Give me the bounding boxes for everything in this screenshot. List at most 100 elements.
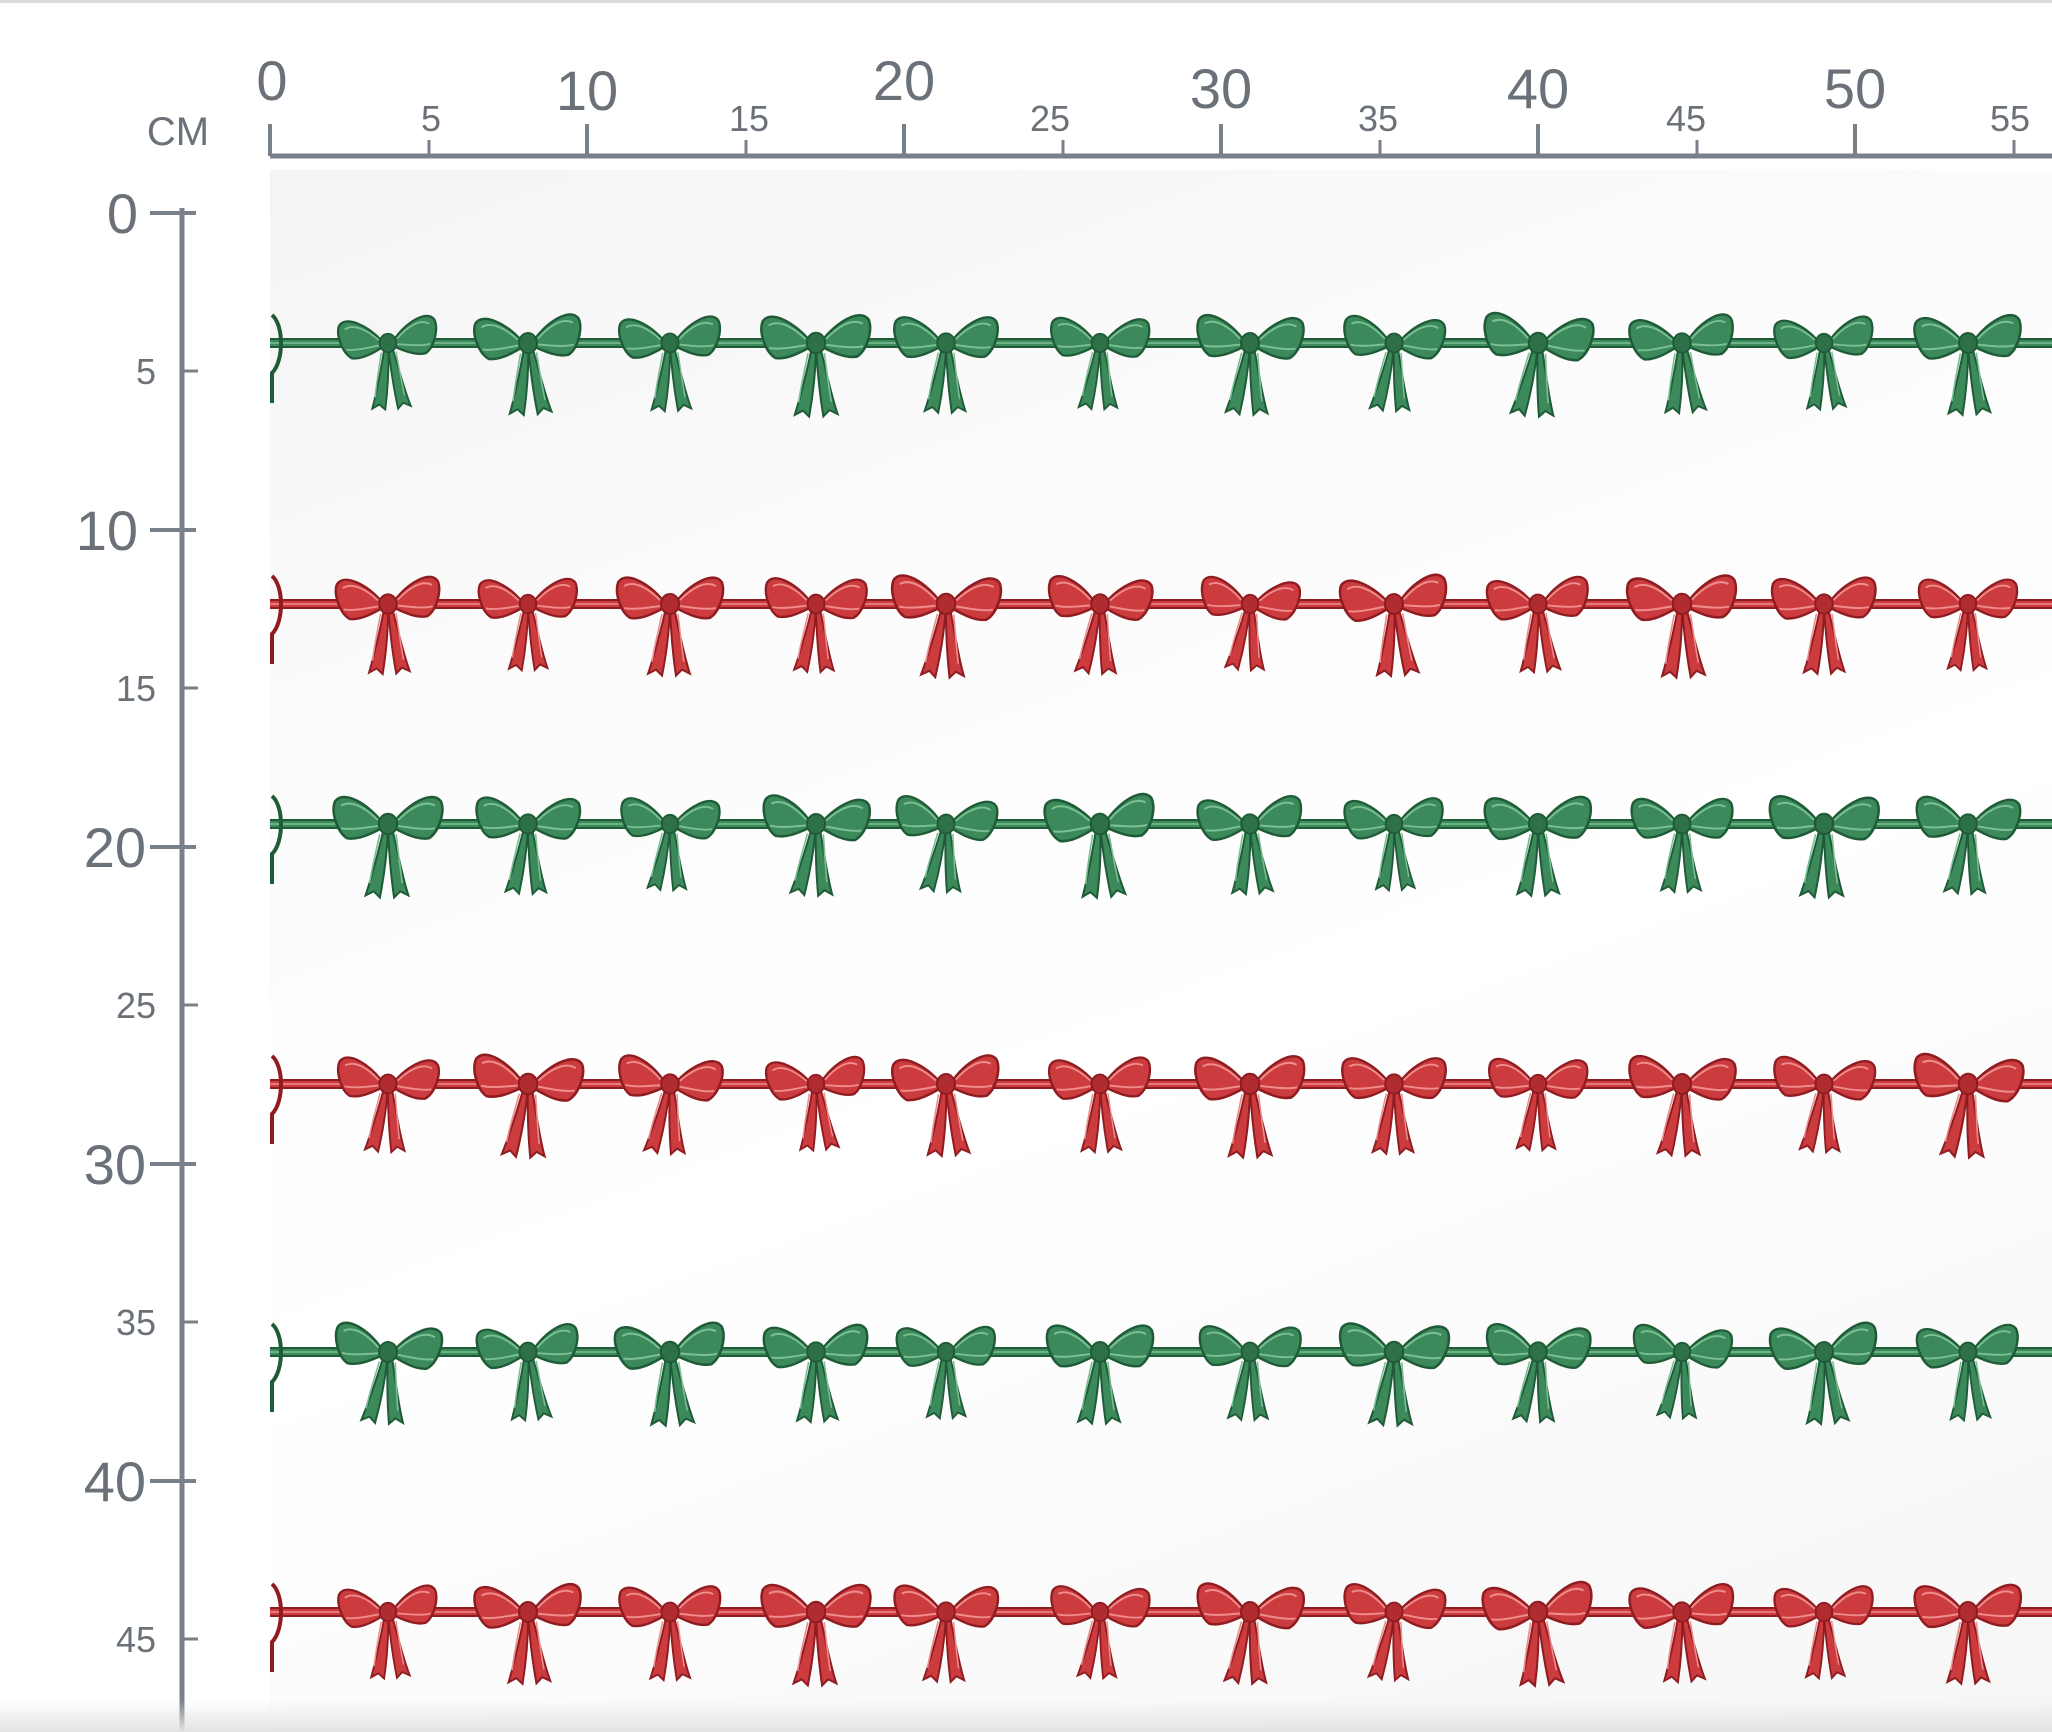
bow-edge-fragment	[270, 574, 283, 664]
green-bow-icon	[1197, 1324, 1302, 1423]
bow-edge-fragment	[270, 313, 283, 403]
red-bow-icon	[1485, 575, 1593, 676]
ruler-label: 0	[256, 49, 287, 112]
red-bow-icon	[1769, 1055, 1877, 1156]
ruler-label: 45	[116, 1619, 156, 1660]
ruler-label: 40	[1507, 57, 1569, 120]
green-bow-icon	[1767, 794, 1881, 900]
ruler-label: 50	[1824, 57, 1886, 120]
red-bow-icon	[1338, 572, 1454, 681]
green-bow-icon	[328, 1320, 444, 1429]
garland-row-red	[270, 1051, 2052, 1163]
fabric-swatch	[270, 170, 2052, 1732]
red-bow-icon	[1337, 1582, 1448, 1685]
bow-edge-fragment	[270, 1582, 283, 1672]
ruler-label: 40	[84, 1450, 146, 1513]
red-bow-icon	[1913, 1583, 2024, 1686]
green-bow-icon	[759, 313, 873, 419]
ruler-label: 15	[729, 98, 769, 139]
green-bow-icon	[1772, 314, 1878, 413]
ruler-unit-label: CM	[147, 110, 209, 154]
red-bow-icon	[1047, 1056, 1154, 1155]
ruler-label: 20	[873, 49, 935, 112]
green-bow-icon	[1630, 797, 1734, 894]
green-bow-icon	[1481, 1322, 1593, 1426]
red-bow-icon	[612, 1053, 725, 1159]
ruler-label: 30	[84, 1133, 146, 1196]
green-bow-icon	[1042, 791, 1161, 903]
ruler-label: 55	[1990, 98, 2030, 139]
ruler-label: 5	[136, 351, 156, 392]
green-bow-icon	[889, 794, 1000, 897]
green-bow-icon	[893, 316, 999, 415]
red-bow-icon	[1907, 1051, 2026, 1163]
garland-row-green	[270, 1320, 2052, 1430]
ruler-label: 10	[76, 499, 138, 562]
green-bow-icon	[758, 793, 872, 900]
horizontal-ruler: CM 0 10 20 30 40 50 5 15 25 35 45 55	[147, 49, 2052, 159]
red-bow-icon	[1192, 1581, 1306, 1688]
green-bow-icon	[1335, 1321, 1451, 1429]
red-bow-icon	[1486, 1057, 1589, 1153]
green-bow-icon	[1195, 794, 1307, 898]
ruler-label: 10	[556, 59, 618, 122]
green-bow-icon	[1483, 795, 1594, 898]
red-bow-icon	[615, 576, 725, 677]
vertical-ruler: 0 10 20 30 40 5 15 25 35 45	[76, 182, 198, 1732]
red-bow-icon	[1480, 1579, 1599, 1691]
red-bow-icon	[1625, 1054, 1738, 1159]
green-bow-icon	[895, 1325, 998, 1421]
green-bow-icon	[613, 1320, 730, 1430]
red-bow-icon	[763, 576, 868, 675]
red-bow-icon	[764, 1055, 871, 1155]
red-bow-icon	[1043, 574, 1155, 678]
bow-edge-fragment	[270, 794, 283, 884]
red-bow-icon	[1770, 576, 1879, 676]
red-bow-icon	[1625, 573, 1741, 681]
red-bow-icon	[334, 575, 444, 677]
red-bow-icon	[1047, 1584, 1151, 1682]
bottom-shadow	[0, 1700, 2052, 1732]
garland-row-red	[270, 1579, 2052, 1691]
red-bow-icon	[618, 1584, 723, 1683]
green-bow-icon	[1343, 796, 1447, 894]
garland-row-green	[270, 791, 2052, 903]
garland-row-red	[270, 572, 2052, 681]
green-bow-icon	[1048, 316, 1151, 412]
red-bow-icon	[891, 1584, 1000, 1684]
ruler-label: 35	[1358, 98, 1398, 139]
ruler-label: 45	[1666, 98, 1706, 139]
green-bow-icon	[617, 315, 724, 414]
red-bow-icon	[1193, 1054, 1307, 1160]
green-bow-icon	[472, 312, 586, 419]
ruler-label: 5	[421, 98, 441, 139]
red-bow-icon	[1195, 575, 1302, 675]
red-bow-icon	[336, 1583, 442, 1682]
green-bow-icon	[1045, 1324, 1155, 1425]
red-bow-icon	[472, 1582, 585, 1687]
ruler-label: 15	[116, 668, 156, 709]
green-bow-icon	[1193, 313, 1306, 418]
red-bow-icon	[887, 573, 1003, 681]
green-bow-icon	[1627, 312, 1740, 418]
ruler-label: 0	[107, 182, 138, 245]
ruler-label: 25	[1030, 98, 1070, 139]
garland-row-green	[270, 310, 2052, 422]
bow-edge-fragment	[270, 1322, 283, 1412]
green-bow-icon	[1768, 1320, 1884, 1429]
ruler-label: 25	[116, 985, 156, 1026]
green-bow-icon	[1477, 310, 1596, 422]
green-bow-icon	[617, 796, 721, 894]
green-bow-icon	[762, 1323, 872, 1425]
red-bow-icon	[1627, 1582, 1739, 1686]
green-bow-icon	[1912, 795, 2022, 897]
top-border	[0, 0, 2052, 3]
green-bow-icon	[473, 796, 582, 896]
red-bow-icon	[334, 1056, 441, 1155]
green-bow-icon	[336, 314, 443, 414]
bow-garland-pattern	[270, 310, 2052, 1691]
red-bow-icon	[477, 577, 580, 673]
red-bow-icon	[760, 1583, 872, 1687]
